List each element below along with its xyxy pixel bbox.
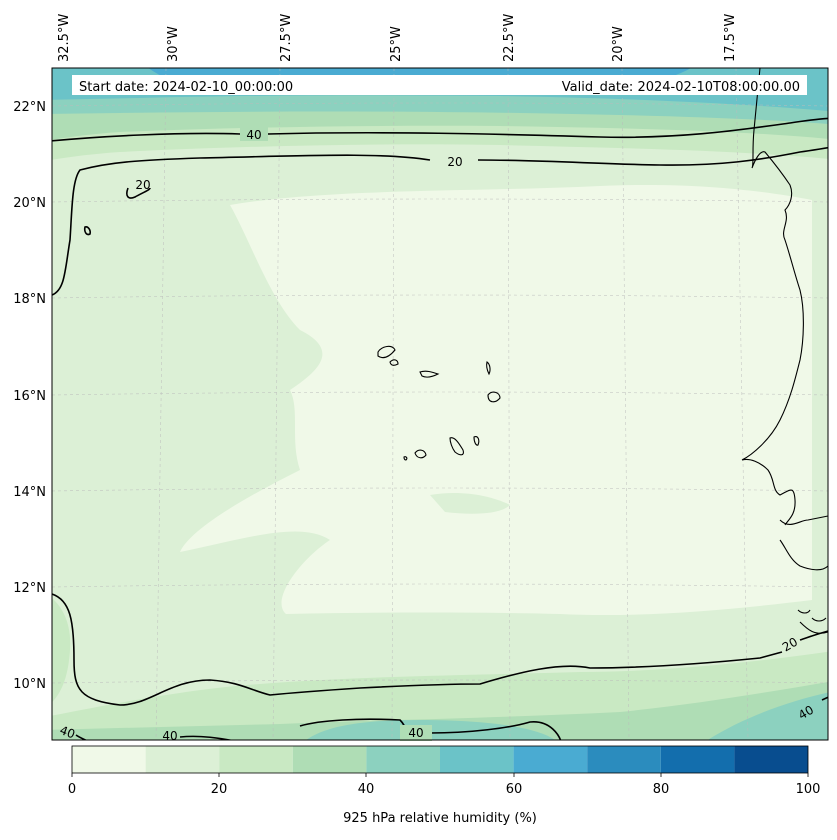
- humidity-core-0-10: [180, 184, 812, 616]
- contour-20-south: [52, 593, 828, 706]
- contour-20-small-loop: [83, 226, 91, 236]
- contour-label-40-southwest-2: 40: [162, 729, 177, 743]
- island-brava: [403, 456, 408, 461]
- contour-label-20-north: 20: [447, 155, 462, 169]
- coast-africa-north: [741, 67, 804, 526]
- contour-label-40-north: 40: [246, 128, 261, 142]
- lon-label-30w: 30°W: [166, 26, 181, 62]
- colorbar-swatch-80-90: [660, 746, 735, 773]
- lon-label-25w: 25°W: [389, 26, 404, 62]
- contour-label-20-southeast: 20: [780, 635, 800, 655]
- lat-label-16n: 16°N: [13, 389, 46, 404]
- start-date-label: Start date: 2024-02-10_00:00:00: [79, 80, 293, 95]
- colorbar-swatch-90-100: [734, 746, 808, 773]
- colorbar: 0 20 40 60 80 100 925 hPa relative humid…: [68, 745, 821, 826]
- colorbar-swatch-50-60: [440, 746, 514, 773]
- contour-40-southwest: [75, 734, 234, 740]
- coast-bijagos: [797, 609, 827, 622]
- contour-label-40-southeast: 40: [796, 703, 816, 723]
- colorbar-swatch-70-80: [587, 746, 661, 773]
- colorbar-swatch-60-70: [513, 746, 588, 773]
- lat-label-22n: 22°N: [13, 100, 46, 115]
- date-banner: Start date: 2024-02-10_00:00:00 Valid_da…: [72, 75, 807, 95]
- contour-labels: 40 20 20 20 40 40 40 40: [58, 127, 816, 743]
- colorbar-swatch-10-20: [145, 746, 220, 773]
- colorbar-label: 925 hPa relative humidity (%): [343, 811, 537, 826]
- land-outlines: [377, 67, 829, 634]
- humidity-band-west-20-30: [52, 598, 71, 703]
- colorbar-tick-40: 40: [358, 782, 375, 797]
- contour-label-40-south: 40: [408, 726, 423, 740]
- contour-20-northwest-loop: [126, 187, 151, 199]
- lon-label-27-5w: 27.5°W: [279, 14, 294, 62]
- island-sal: [486, 361, 491, 376]
- colorbar-swatch-40-50: [366, 746, 440, 773]
- island-maio: [473, 436, 480, 446]
- colorbar-swatch-0-10: [72, 746, 146, 773]
- colorbar-tick-20: 20: [211, 782, 228, 797]
- colorbar-frame: [71, 745, 809, 774]
- island-santiago: [449, 437, 464, 456]
- lat-label-14n: 14°N: [13, 485, 46, 500]
- humidity-band-south-30-40: [52, 682, 828, 740]
- colorbar-tick-100: 100: [796, 782, 821, 797]
- latitude-labels: 22°N 20°N 18°N 16°N 14°N 12°N 10°N: [13, 100, 46, 692]
- lat-label-20n: 20°N: [13, 196, 46, 211]
- lon-label-20w: 20°W: [611, 26, 626, 62]
- lat-label-12n: 12°N: [13, 581, 46, 596]
- lon-label-22-5w: 22.5°W: [502, 14, 517, 62]
- colorbar-swatch-20-30: [219, 746, 293, 773]
- contour-label-40-southwest: 40: [58, 723, 77, 741]
- lat-label-18n: 18°N: [13, 292, 46, 307]
- humidity-patch-10-20-center: [430, 493, 510, 514]
- coast-guinea: [799, 621, 829, 634]
- island-santo-antao: [377, 345, 396, 359]
- lon-label-17-5w: 17.5°W: [723, 14, 738, 62]
- colorbar-swatch-30-40: [292, 746, 367, 773]
- coast-gambia: [779, 515, 829, 525]
- map-frame: [51, 67, 829, 741]
- longitude-labels: 32.5°W 30°W 27.5°W 25°W 22.5°W 20°W 17.5…: [57, 14, 738, 62]
- island-sao-nicolau: [419, 370, 440, 378]
- colorbar-swatches: [72, 746, 808, 773]
- coast-guinea-bissau: [779, 539, 829, 571]
- contour-lines: [52, 117, 828, 740]
- colorbar-tick-80: 80: [653, 782, 670, 797]
- colorbar-tick-60: 60: [506, 782, 523, 797]
- valid-date-label: Valid_date: 2024-02-10T08:00:00.00: [562, 80, 800, 95]
- colorbar-ticks: [71, 773, 809, 777]
- humidity-band-south-east-40-50: [707, 692, 828, 740]
- island-fogo: [414, 449, 427, 459]
- island-sao-vicente: [389, 359, 399, 366]
- colorbar-tick-0: 0: [68, 782, 76, 797]
- lon-label-32-5w: 32.5°W: [57, 14, 72, 62]
- gridlines: [52, 68, 828, 740]
- contour-label-20-northwest: 20: [135, 178, 150, 192]
- island-boa-vista: [487, 391, 501, 403]
- lat-label-10n: 10°N: [13, 677, 46, 692]
- contour-20-north: [52, 146, 828, 296]
- contour-40-north: [52, 117, 828, 142]
